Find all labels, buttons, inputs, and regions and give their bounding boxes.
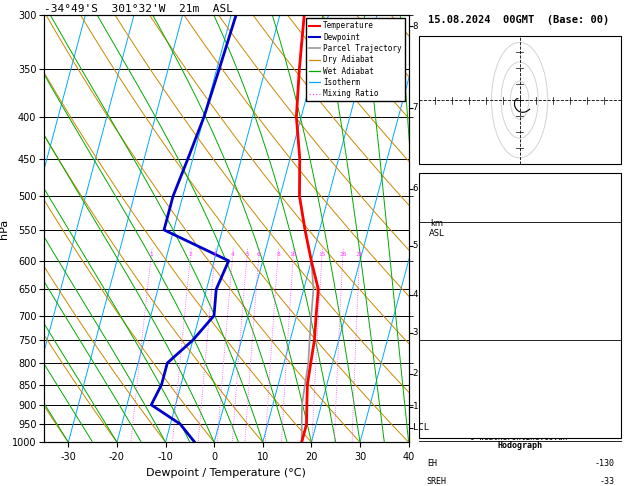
Text: 2: 2 (413, 369, 418, 379)
Text: 0: 0 (610, 412, 615, 421)
Text: CAPE (J): CAPE (J) (427, 412, 467, 421)
Text: 4.3: 4.3 (599, 258, 615, 267)
Text: Lifted Index: Lifted Index (427, 394, 487, 403)
Text: 307: 307 (599, 376, 615, 385)
Legend: Temperature, Dewpoint, Parcel Trajectory, Dry Adiabat, Wet Adiabat, Isotherm, Mi: Temperature, Dewpoint, Parcel Trajectory… (306, 18, 405, 101)
Text: 21: 21 (604, 294, 615, 302)
Text: CAPE (J): CAPE (J) (427, 312, 467, 320)
Text: 6: 6 (257, 252, 261, 257)
Text: 4: 4 (413, 290, 418, 299)
Text: -31: -31 (599, 175, 615, 184)
Text: 5: 5 (245, 252, 249, 257)
Text: -33: -33 (599, 477, 615, 486)
X-axis label: Dewpoint / Temperature (°C): Dewpoint / Temperature (°C) (147, 468, 306, 478)
Text: θₑ(K): θₑ(K) (427, 276, 452, 284)
Text: 6: 6 (413, 184, 418, 193)
Text: 1: 1 (413, 402, 418, 411)
Text: -34°49'S  301°32'W  21m  ASL: -34°49'S 301°32'W 21m ASL (44, 4, 233, 14)
Text: SREH: SREH (427, 477, 447, 486)
Text: 8: 8 (610, 193, 615, 202)
Text: EH: EH (427, 459, 437, 468)
Text: 17: 17 (604, 394, 615, 403)
Y-axis label: km
ASL: km ASL (430, 219, 445, 238)
Text: 8: 8 (413, 22, 418, 31)
Text: PW (cm): PW (cm) (427, 211, 462, 220)
Text: Dewp (°C): Dewp (°C) (427, 258, 472, 267)
Text: 3: 3 (213, 252, 217, 257)
Text: 294: 294 (599, 276, 615, 284)
Text: CIN (J): CIN (J) (427, 430, 462, 439)
Text: θₑ (K): θₑ (K) (427, 376, 457, 385)
Y-axis label: hPa: hPa (0, 218, 9, 239)
Text: 20: 20 (339, 252, 347, 257)
Text: 1: 1 (150, 252, 153, 257)
Text: 15: 15 (318, 252, 326, 257)
Text: 15.08.2024  00GMT  (Base: 00): 15.08.2024 00GMT (Base: 00) (428, 15, 609, 25)
Text: Most Unstable: Most Unstable (487, 340, 552, 349)
Text: 8: 8 (276, 252, 280, 257)
Text: 3: 3 (413, 329, 418, 337)
Text: Hodograph: Hodograph (497, 441, 542, 450)
Text: kt: kt (425, 38, 435, 47)
Text: 0: 0 (610, 312, 615, 320)
Text: 7: 7 (413, 104, 418, 112)
Bar (418, 36, 621, 164)
Text: K: K (427, 175, 432, 184)
Text: Totals Totals: Totals Totals (427, 193, 492, 202)
Text: Temp (°C): Temp (°C) (427, 240, 472, 249)
Text: 4: 4 (231, 252, 235, 257)
Text: 5: 5 (413, 241, 418, 250)
Text: Lifted Index: Lifted Index (427, 294, 487, 302)
Text: 2: 2 (189, 252, 192, 257)
Text: LCL: LCL (413, 423, 429, 432)
Text: Surface: Surface (502, 222, 537, 231)
Text: 25: 25 (356, 252, 364, 257)
Text: CIN (J): CIN (J) (427, 330, 462, 338)
Text: Pressure (mb): Pressure (mb) (427, 358, 492, 367)
Text: 9: 9 (610, 240, 615, 249)
Bar (418, 173, 621, 438)
Text: 0.68: 0.68 (594, 211, 615, 220)
Text: 0: 0 (610, 430, 615, 439)
Text: © weatheronline.co.uk: © weatheronline.co.uk (470, 433, 567, 442)
Text: 750: 750 (599, 358, 615, 367)
Text: 10: 10 (289, 252, 297, 257)
Text: 0: 0 (610, 330, 615, 338)
Text: -130: -130 (594, 459, 615, 468)
